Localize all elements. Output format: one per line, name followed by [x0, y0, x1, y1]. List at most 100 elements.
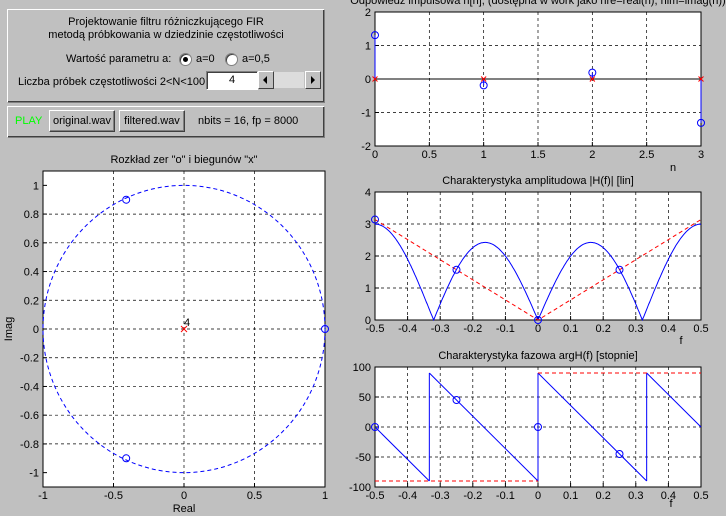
imp-ytick-label: -2 [361, 141, 371, 153]
slider-track[interactable] [274, 72, 304, 88]
filtered-wav-button[interactable]: filtered.wav [119, 110, 185, 132]
pz-ytick-label: 0.4 [24, 267, 39, 279]
phase-response-segment [374, 426, 430, 482]
imp-imag-marker [372, 76, 378, 82]
phase-ytick-label: 100 [353, 362, 371, 374]
zero-marker [321, 325, 329, 333]
amp-sample-marker [534, 316, 542, 324]
radio-a0-label[interactable]: a=0 [196, 53, 215, 65]
pz-ylabel: Imag [3, 317, 15, 341]
amp-sample-marker [452, 265, 461, 274]
pz-xtick-label: -1 [38, 490, 48, 502]
phase-xtick-label: -0.2 [463, 490, 482, 502]
imp-xtick-label: 2 [589, 149, 595, 161]
imp-plot-area [374, 11, 702, 147]
phase-xtick-label: 0.3 [628, 490, 643, 502]
design-panel: Projektowanie filtru różniczkującego FIR… [7, 9, 325, 103]
pz-xtick-label: -0.5 [104, 490, 123, 502]
imp-imag-marker [589, 76, 596, 82]
pole-marker [180, 325, 188, 333]
imp-xtick-label: 1 [481, 149, 487, 161]
pz-xtick-label: 0.5 [247, 490, 262, 502]
imp-xtick-label: 3 [698, 149, 704, 161]
n-label: Liczba próbek częstotliwości 2<N<100 [18, 76, 206, 88]
pz-ytick-label: -0.8 [20, 439, 39, 451]
pz-ytick-label: 0.6 [24, 238, 39, 250]
original-wav-button[interactable]: original.wav [49, 110, 115, 132]
phase-xtick-label: 0.5 [693, 490, 708, 502]
unit-circle [42, 184, 326, 474]
amp-xtick-label: -0.2 [463, 323, 482, 335]
pz-ytick-label: 0.8 [24, 209, 39, 221]
pole-marker [180, 325, 188, 333]
phase-response-segment [646, 372, 702, 428]
imp-title: Odpowiedź impulsowa h[n], (dostępna w wo… [350, 0, 725, 7]
imp-imag-marker [372, 76, 378, 82]
play-info: nbits = 16, fp = 8000 [198, 115, 299, 127]
amp-xtick-label: 0.5 [693, 323, 708, 335]
imp-ytick-label: 1 [365, 41, 371, 53]
design-title-line2: metodą próbkowania w dziedzinie częstotl… [48, 29, 284, 41]
zero-marker [122, 454, 131, 463]
amp-xtick-label: -0.4 [398, 323, 417, 335]
amp-sample-marker [615, 265, 624, 274]
phase-ytick-label: 50 [359, 392, 371, 404]
phase-sample-marker [534, 423, 542, 431]
phase-xtick-label: 0.4 [661, 490, 676, 502]
arrow-left-icon [263, 76, 267, 84]
pz-ytick-label: 1 [33, 180, 39, 192]
imp-real-marker [371, 31, 379, 40]
phase-xtick-label: 0.1 [563, 490, 578, 502]
pz-ytick-label: -1 [29, 468, 39, 480]
imp-imag-marker [480, 76, 487, 82]
phase-response-segment [537, 372, 648, 482]
pz-xtick-label: 0 [181, 490, 187, 502]
amp-xtick-label: 0.1 [563, 323, 578, 335]
amp-xtick-label: 0.4 [661, 323, 676, 335]
imp-ytick-label: 2 [365, 7, 371, 19]
imp-xtick-label: 2.5 [639, 149, 654, 161]
imp-xtick-label: 1.5 [530, 149, 545, 161]
phase-response-segment [428, 372, 539, 482]
imp-ytick-label: -1 [361, 108, 371, 120]
slider-left-arrow[interactable] [258, 71, 274, 89]
phase-xtick-label: -0.1 [496, 490, 515, 502]
phase-sample-marker [452, 396, 461, 404]
imp-real-marker [588, 68, 597, 77]
slider-right-arrow[interactable] [305, 71, 321, 89]
play-label: PLAY [15, 115, 43, 127]
imp-imag-marker [480, 76, 487, 82]
radio-a0[interactable] [179, 53, 192, 66]
phase-plot-area [374, 366, 702, 488]
imp-imag-marker [698, 76, 704, 82]
imp-ytick-label: 0 [365, 74, 371, 86]
phase-ytick-label: -50 [355, 452, 371, 464]
zero-marker [122, 195, 131, 204]
imp-real-marker [479, 81, 488, 90]
arrow-right-icon [311, 76, 315, 84]
phase-ytick-label: -100 [349, 482, 371, 494]
pz-ytick-label: 0 [33, 324, 39, 336]
pz-xlabel: Real [173, 503, 196, 515]
phase-title: Charakterystyka fazowa argH(f) [stopnie] [438, 350, 637, 362]
amp-ytick-label: 2 [365, 251, 371, 263]
amp-ytick-label: 1 [365, 283, 371, 295]
imp-xtick-label: 0 [372, 149, 378, 161]
imp-imag-marker [698, 76, 704, 82]
radio-a05[interactable] [225, 53, 238, 66]
amp-xtick-label: 0.3 [628, 323, 643, 335]
amp-ytick-label: 3 [365, 219, 371, 231]
phase-xlabel: f [669, 498, 673, 510]
radio-a05-label[interactable]: a=0,5 [242, 53, 270, 65]
imp-xlabel: n [670, 162, 676, 174]
imp-xtick-label: 0.5 [422, 149, 437, 161]
pz-ytick-label: -0.4 [20, 381, 39, 393]
phase-xtick-label: -0.5 [366, 490, 385, 502]
n-value-field[interactable]: 4 [206, 71, 258, 90]
amp-ideal-curve [374, 219, 702, 321]
design-title-line1: Projektowanie filtru różniczkującego FIR [68, 16, 264, 28]
phase-xtick-label: -0.3 [431, 490, 450, 502]
pz-title: Rozkład zer "o" i biegunów "x" [110, 154, 257, 166]
pz-ytick-label: -0.2 [20, 353, 39, 365]
pole-multiplicity-label: 4 [184, 317, 190, 329]
